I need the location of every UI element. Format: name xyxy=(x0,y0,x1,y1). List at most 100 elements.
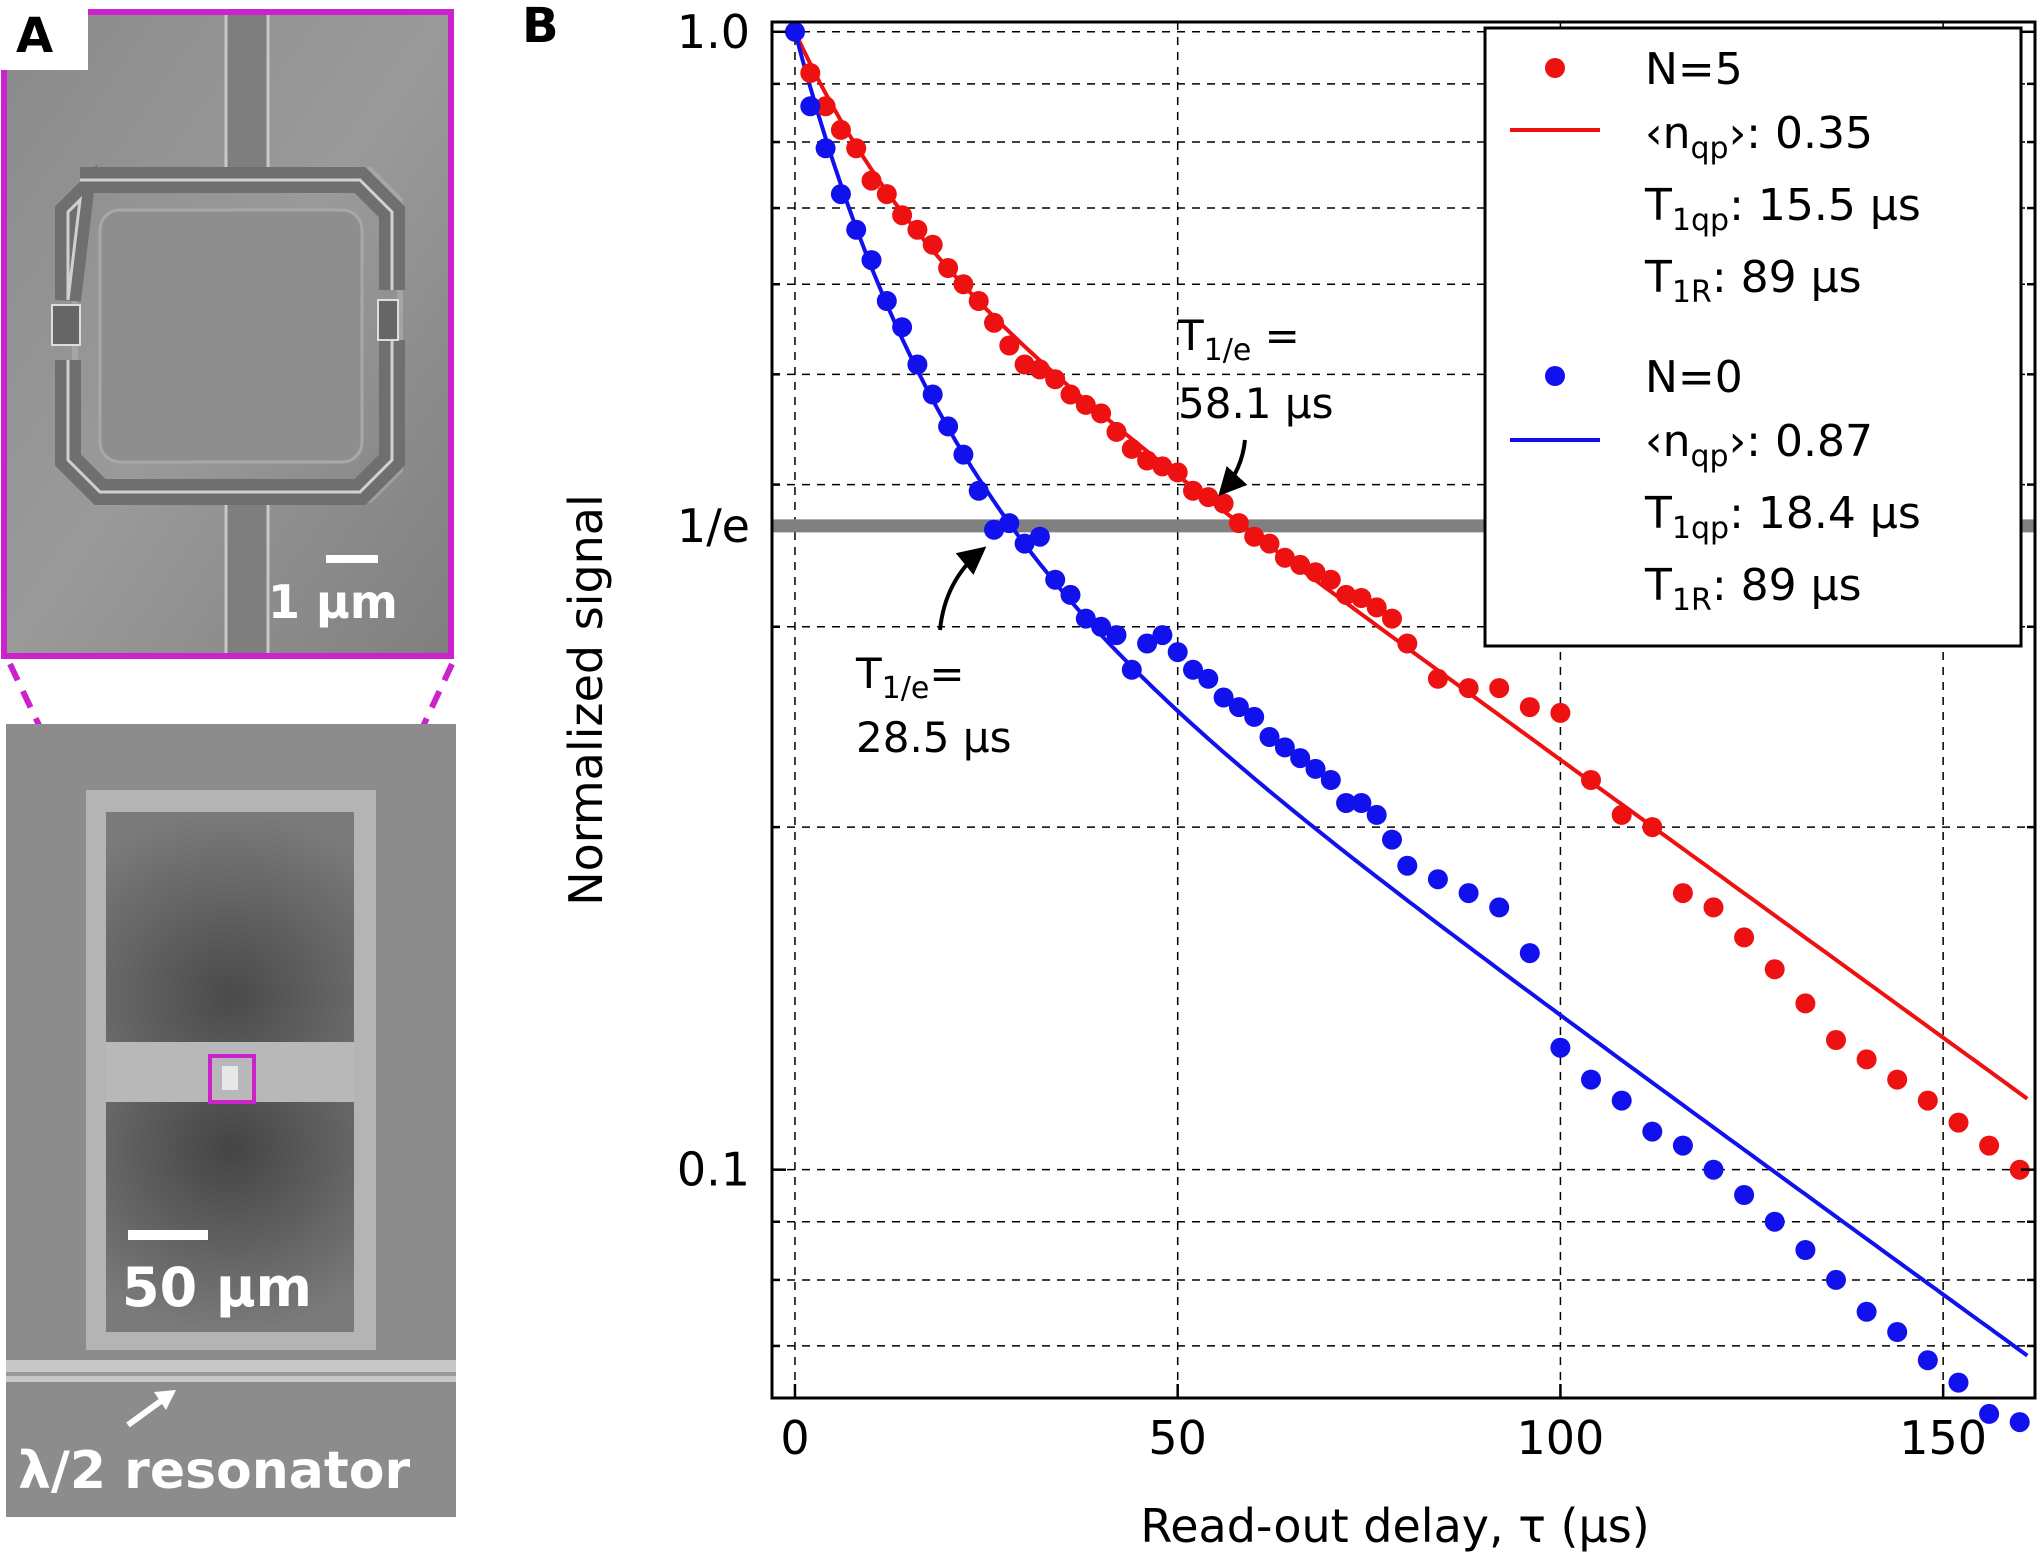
data-point-n0 xyxy=(1091,616,1112,637)
data-point-n0 xyxy=(1672,1135,1693,1156)
data-point-n0 xyxy=(1106,625,1127,646)
data-point-n5 xyxy=(1259,533,1280,554)
data-point-n0 xyxy=(1519,943,1540,964)
data-point-n0 xyxy=(1290,748,1311,769)
annotation-n5-line2: 58.1 μs xyxy=(1178,379,1333,428)
data-point-n5 xyxy=(1826,1030,1846,1050)
data-point-n0 xyxy=(1351,793,1372,813)
x-axis-label: Read-out delay, τ (μs) xyxy=(1140,1499,1649,1553)
data-point-n0 xyxy=(830,184,851,205)
data-point-n0 xyxy=(1550,1037,1571,1058)
data-point-n0 xyxy=(892,317,913,338)
data-point-n5 xyxy=(1167,462,1188,483)
data-point-n0 xyxy=(1703,1159,1724,1180)
data-point-n0 xyxy=(1336,793,1357,813)
data-point-n5 xyxy=(1642,817,1663,838)
data-point-n0 xyxy=(1642,1121,1663,1142)
data-point-n5 xyxy=(1213,493,1234,514)
data-point-n0 xyxy=(1581,1069,1601,1090)
data-point-n5 xyxy=(1856,1049,1877,1070)
x-tick-label: 50 xyxy=(1148,1411,1207,1465)
data-point-n0 xyxy=(1795,1240,1816,1260)
data-point-n0 xyxy=(1137,633,1158,654)
data-point-n5 xyxy=(953,274,974,295)
data-point-n0 xyxy=(1856,1301,1877,1322)
data-point-n0 xyxy=(1075,608,1096,629)
data-point-n0 xyxy=(938,416,959,437)
series-n0-points xyxy=(785,21,2030,1433)
x-tick-label: 100 xyxy=(1517,1411,1605,1465)
data-point-n5 xyxy=(1336,584,1357,605)
data-point-n0 xyxy=(876,291,897,311)
data-point-n0 xyxy=(1397,855,1418,876)
annotation-n5: T1/e = 58.1 μs xyxy=(1177,311,1333,497)
data-point-n5 xyxy=(1290,554,1311,575)
data-point-n0 xyxy=(815,138,836,159)
legend-marker-n0 xyxy=(1545,366,1565,386)
data-point-n5 xyxy=(892,205,913,226)
data-point-n0 xyxy=(1948,1372,1969,1393)
data-point-n0 xyxy=(846,219,867,240)
data-point-n5 xyxy=(1106,421,1127,442)
data-point-n5 xyxy=(1351,588,1372,608)
data-point-n0 xyxy=(1029,526,1050,547)
data-point-n5 xyxy=(938,258,959,278)
data-point-n5 xyxy=(999,335,1020,356)
sem-image-top xyxy=(1,9,454,659)
y-axis-label: Normalized signal xyxy=(559,494,613,906)
data-point-n0 xyxy=(1121,659,1142,680)
data-point-n0 xyxy=(1014,533,1035,554)
data-point-n0 xyxy=(1045,569,1066,590)
data-point-n5 xyxy=(1427,668,1448,689)
data-point-n5 xyxy=(846,138,867,159)
panel-b: B 0 50 100 150 1.0 1/e 0.1 Read-out dela… xyxy=(522,0,2037,1553)
data-point-n5 xyxy=(1458,678,1479,699)
data-point-n5 xyxy=(1672,883,1693,904)
data-point-n5 xyxy=(1228,513,1249,534)
data-point-n0 xyxy=(1489,897,1510,918)
data-point-n5 xyxy=(1091,403,1112,424)
data-point-n0 xyxy=(1305,758,1326,779)
data-point-n5 xyxy=(876,184,897,205)
zoom-frame xyxy=(1,9,454,659)
data-point-n5 xyxy=(1183,480,1203,501)
data-point-n5 xyxy=(830,119,851,140)
data-point-n5 xyxy=(1075,394,1096,415)
data-point-n5 xyxy=(800,63,821,83)
data-point-n0 xyxy=(999,513,1020,534)
scale-bar-top xyxy=(326,555,378,563)
data-point-n5 xyxy=(1045,369,1066,390)
annotation-n0-line1: T1/e= xyxy=(855,649,965,706)
data-point-n5 xyxy=(1581,770,1601,790)
annotation-n5-arrow xyxy=(1218,439,1248,497)
annotation-n0-arrow xyxy=(938,546,987,631)
data-point-n5 xyxy=(1519,697,1540,718)
data-point-n5 xyxy=(1611,804,1632,825)
legend-n0-name: N=0 xyxy=(1645,352,1743,403)
y-tick-label: 1.0 xyxy=(677,5,750,59)
data-point-n5 xyxy=(1198,487,1219,508)
resonator-arrow-head xyxy=(154,1390,176,1410)
data-point-n5 xyxy=(907,219,928,240)
legend-n0-nqp: ‹nqp›: 0.87 xyxy=(1645,416,1873,474)
data-point-n0 xyxy=(1458,883,1479,904)
data-point-n0 xyxy=(1183,659,1203,680)
legend-marker-n5 xyxy=(1545,58,1565,78)
data-point-n0 xyxy=(984,519,1004,540)
data-point-n0 xyxy=(1274,737,1295,758)
data-point-n0 xyxy=(1366,804,1387,825)
data-point-n5 xyxy=(1550,702,1571,723)
legend-n5-nqp: ‹nqp›: 0.35 xyxy=(1645,108,1873,166)
data-point-n5 xyxy=(1152,456,1173,477)
data-point-n5 xyxy=(984,312,1004,333)
data-point-n5 xyxy=(1137,450,1158,471)
y-tick-label: 0.1 xyxy=(677,1143,750,1197)
panel-a: A 1 μm 50 μm λ/2 resonator xyxy=(0,0,456,1517)
data-point-n0 xyxy=(953,444,974,465)
data-point-n5 xyxy=(815,96,836,117)
data-point-n0 xyxy=(1060,584,1081,605)
axis-ticks xyxy=(772,30,2035,1398)
data-point-n5 xyxy=(1274,547,1295,568)
data-point-n0 xyxy=(1259,727,1280,747)
